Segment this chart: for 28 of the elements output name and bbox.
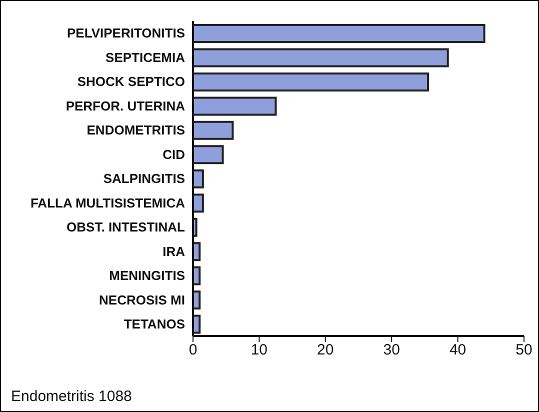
bar: [193, 120, 234, 140]
bar: [193, 24, 486, 43]
bar: [193, 194, 204, 213]
y-tick-label: SEPTICEMIA: [106, 50, 186, 65]
y-tick-label: ENDOMETRITIS: [86, 122, 186, 138]
y-tick-label: MENINGITIS: [109, 268, 186, 284]
y-tick-label: OBST. INTESTINAL: [66, 220, 186, 235]
text: Endometritis 1088: [11, 388, 132, 405]
x-tick-label: 0: [188, 342, 198, 359]
x-tick-label: 50: [516, 342, 532, 359]
y-tick-label: CID: [162, 146, 185, 162]
x-tick-label: 40: [449, 342, 466, 359]
x-tick-label: 30: [383, 342, 400, 359]
bar: [193, 48, 449, 68]
y-tick-label: SALPINGITIS: [103, 171, 186, 186]
bar: [193, 96, 277, 116]
y-tick-label: NECROSIS MI: [99, 292, 185, 308]
y-tick-label: FALLA MULTISISTEMICA: [30, 195, 186, 210]
y-tick-label: TETANOS: [124, 316, 186, 332]
y-tick-label: PERFOR. UTERINA: [66, 98, 186, 114]
bar: [193, 72, 430, 92]
bar: [193, 169, 204, 188]
bar: [193, 145, 224, 164]
y-tick-label: PELVIPERITONITIS: [67, 26, 186, 41]
x-tick-label: 10: [250, 342, 268, 359]
y-tick-label: IRA: [162, 244, 186, 259]
y-tick-label: SHOCK SEPTICO: [77, 74, 185, 90]
x-tick-label: 20: [317, 342, 334, 359]
